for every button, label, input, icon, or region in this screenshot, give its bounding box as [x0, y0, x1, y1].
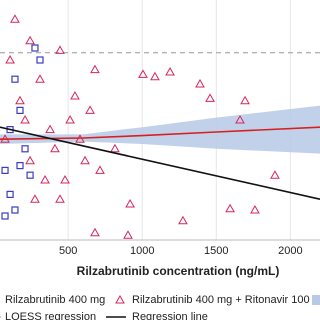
triangle-marker [35, 74, 45, 83]
triangle-marker [90, 227, 100, 237]
triangle-marker [60, 174, 70, 184]
legend-label: LOESS regression [5, 311, 96, 320]
square-marker [16, 106, 24, 115]
triangle-marker [70, 90, 80, 100]
square-marker [36, 56, 44, 64]
triangle-marker [65, 114, 75, 124]
triangle-marker [150, 71, 160, 81]
regression-line [0, 126, 320, 200]
triangle-marker [10, 14, 20, 23]
triangle-marker [205, 93, 215, 102]
square-marker [11, 206, 19, 214]
triangle-marker [85, 105, 95, 114]
triangle-marker [138, 69, 148, 78]
triangle-marker [50, 143, 60, 153]
square-marker [6, 190, 14, 198]
triangle-marker [115, 294, 125, 304]
triangle-marker [55, 45, 65, 54]
triangle-marker [25, 35, 35, 45]
triangle-marker [235, 114, 245, 124]
legend-label: Regression line [132, 311, 208, 320]
triangle-marker [240, 95, 250, 105]
triangle-marker [40, 174, 50, 184]
triangle-marker [25, 155, 35, 165]
square-marker [31, 44, 39, 52]
square-marker [1, 212, 9, 220]
triangle-marker [125, 198, 135, 208]
triangle-marker [5, 54, 15, 64]
triangle-marker [250, 204, 260, 214]
triangle-marker [110, 143, 120, 153]
triangle-marker [225, 203, 235, 213]
triangle-marker [20, 114, 30, 124]
triangle-marker [30, 194, 40, 203]
legend-swatch [312, 295, 320, 305]
triangle-marker [95, 165, 105, 174]
x-tick-label: 1500 [204, 245, 228, 257]
triangle-marker [178, 215, 188, 225]
square-marker [1, 166, 9, 174]
legend-label: Rilzabrutinib 400 mg + Ritonavir 100 mg [132, 294, 320, 306]
x-tick-label: 2000 [278, 245, 302, 257]
triangle-marker [165, 66, 175, 76]
square-marker [16, 162, 24, 170]
triangle-marker [270, 170, 280, 179]
triangle-marker [90, 64, 100, 74]
triangle-marker [123, 230, 133, 239]
square-marker [26, 171, 34, 179]
triangle-marker [195, 78, 205, 88]
x-tick-label: 1000 [130, 245, 154, 257]
square-marker [11, 75, 19, 83]
triangle-marker [80, 155, 90, 165]
triangle-marker [45, 124, 55, 134]
triangle-marker [15, 95, 25, 105]
legend-label: Rilzabrutinib 400 mg [5, 294, 105, 306]
triangle-marker [55, 194, 65, 203]
x-tick-label: 500 [59, 245, 77, 257]
confidence-band [0, 105, 320, 154]
x-axis-label: Rilzabrutinib concentration (ng/mL) [77, 264, 280, 278]
regression-line [0, 126, 320, 140]
square-marker [21, 145, 29, 153]
